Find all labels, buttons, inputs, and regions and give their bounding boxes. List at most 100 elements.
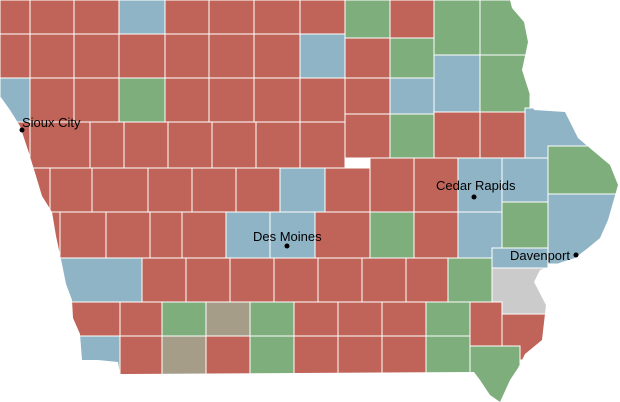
- county: [501, 201, 549, 249]
- city-dot: [284, 243, 290, 249]
- county: [337, 301, 383, 337]
- county: [49, 167, 93, 213]
- county: [299, 77, 346, 123]
- county: [369, 211, 415, 259]
- county: [249, 301, 295, 337]
- county: [469, 345, 521, 402]
- county: [293, 301, 339, 337]
- city-cedar-rapids: Cedar Rapids: [436, 178, 516, 200]
- county: [161, 335, 207, 377]
- city-davenport: Davenport: [510, 248, 579, 263]
- county: [235, 167, 281, 213]
- county: [73, 0, 120, 35]
- county: [433, 111, 481, 159]
- city-label: Cedar Rapids: [436, 178, 516, 193]
- county: [479, 111, 526, 159]
- county: [344, 37, 391, 79]
- city-label: Davenport: [510, 248, 570, 263]
- city-markers: Sioux City Cedar Rapids Des Moines Daven…: [19, 115, 579, 263]
- county: [105, 211, 151, 259]
- county: [191, 167, 237, 213]
- county: [253, 77, 301, 123]
- city-sioux-city: Sioux City: [19, 115, 81, 133]
- county: [205, 335, 251, 377]
- county: [425, 335, 471, 377]
- county: [324, 167, 371, 213]
- county: [255, 121, 301, 169]
- county: [181, 211, 227, 259]
- county: [118, 33, 166, 79]
- county: [164, 33, 210, 79]
- county: [185, 257, 231, 303]
- county: [167, 121, 213, 169]
- county: [299, 121, 346, 169]
- county: [29, 0, 75, 35]
- county: [389, 113, 435, 159]
- county: [208, 77, 255, 123]
- county: [205, 301, 251, 337]
- county: [479, 54, 531, 113]
- county: [405, 257, 449, 303]
- county: [299, 0, 346, 35]
- county: [369, 157, 415, 213]
- county: [381, 301, 427, 337]
- county: [29, 121, 91, 169]
- county: [253, 33, 301, 79]
- county: [118, 0, 166, 35]
- county: [123, 121, 169, 169]
- county: [344, 113, 391, 159]
- county: [0, 257, 143, 303]
- county: [547, 145, 618, 195]
- city-des-moines: Des Moines: [253, 229, 322, 249]
- county: [89, 121, 125, 169]
- county: [208, 33, 255, 79]
- county: [119, 301, 163, 337]
- county: [413, 211, 459, 259]
- county: [317, 257, 363, 303]
- county: [433, 54, 481, 113]
- county: [229, 257, 275, 303]
- county: [0, 335, 121, 377]
- county: [337, 335, 383, 377]
- county: [164, 77, 210, 123]
- city-label: Sioux City: [22, 115, 81, 130]
- county: [479, 0, 531, 56]
- county: [29, 77, 75, 123]
- county: [433, 0, 481, 56]
- county: [73, 33, 120, 79]
- city-dot: [471, 194, 477, 200]
- county: [0, 211, 61, 259]
- county: [91, 167, 149, 213]
- county: [457, 157, 503, 213]
- county: [447, 257, 493, 303]
- county: [29, 33, 75, 79]
- county: [279, 167, 326, 213]
- county: [0, 33, 31, 79]
- county: [118, 77, 166, 123]
- county: [361, 257, 407, 303]
- county: [164, 0, 210, 35]
- county: [73, 77, 120, 123]
- county: [293, 335, 339, 377]
- county: [344, 77, 391, 115]
- county: [119, 335, 163, 377]
- city-label: Des Moines: [253, 229, 322, 244]
- city-dot: [573, 252, 579, 258]
- county: [161, 301, 207, 337]
- county: [147, 167, 193, 213]
- county: [59, 211, 107, 259]
- county: [0, 0, 31, 35]
- county: [149, 211, 183, 259]
- county: [273, 257, 319, 303]
- county: [249, 335, 295, 377]
- county: [0, 301, 121, 337]
- county: [141, 257, 187, 303]
- county: [314, 211, 371, 259]
- county: [208, 0, 255, 35]
- county: [211, 121, 257, 169]
- city-dot: [19, 127, 25, 133]
- county: [425, 301, 471, 337]
- county: [469, 301, 503, 347]
